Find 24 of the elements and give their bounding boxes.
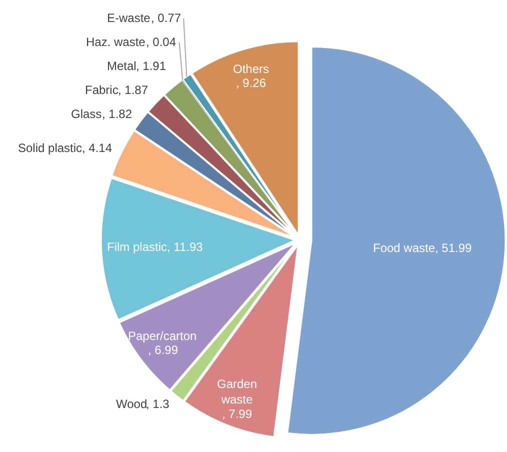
slice-label: E-waste [107,11,151,25]
slice-label: Glass [71,107,102,121]
data-label: , 0.77 [151,11,182,25]
slice-label: Food waste [373,241,436,255]
data-label: , 1.3 [146,397,170,411]
data-label: , 4.14 [82,141,112,155]
data-label: , 11.93 [167,240,204,254]
data-label: , 51.99 [435,241,472,255]
data-label: , 1.87 [118,83,148,97]
data-label: , 1.82 [102,107,132,121]
data-label: , 0.04 [146,35,176,49]
slice-label: Metal [107,59,136,73]
slice-label: Others [233,62,270,76]
slice-label: Fabric [85,83,118,97]
data-label: , 6.99 [148,343,178,357]
slice-label: Paper/carton [128,329,197,343]
slice-label: Film plastic [107,240,168,254]
slice-label: Wood [116,397,148,411]
slice-label: Haz. waste [86,35,146,49]
slice-label: Garden waste [217,377,258,407]
data-label: , 1.91 [136,59,166,73]
data-label: , 7.99 [222,407,252,421]
data-label: , 9.26 [236,76,266,90]
slice-label: Solid plastic [18,141,82,155]
